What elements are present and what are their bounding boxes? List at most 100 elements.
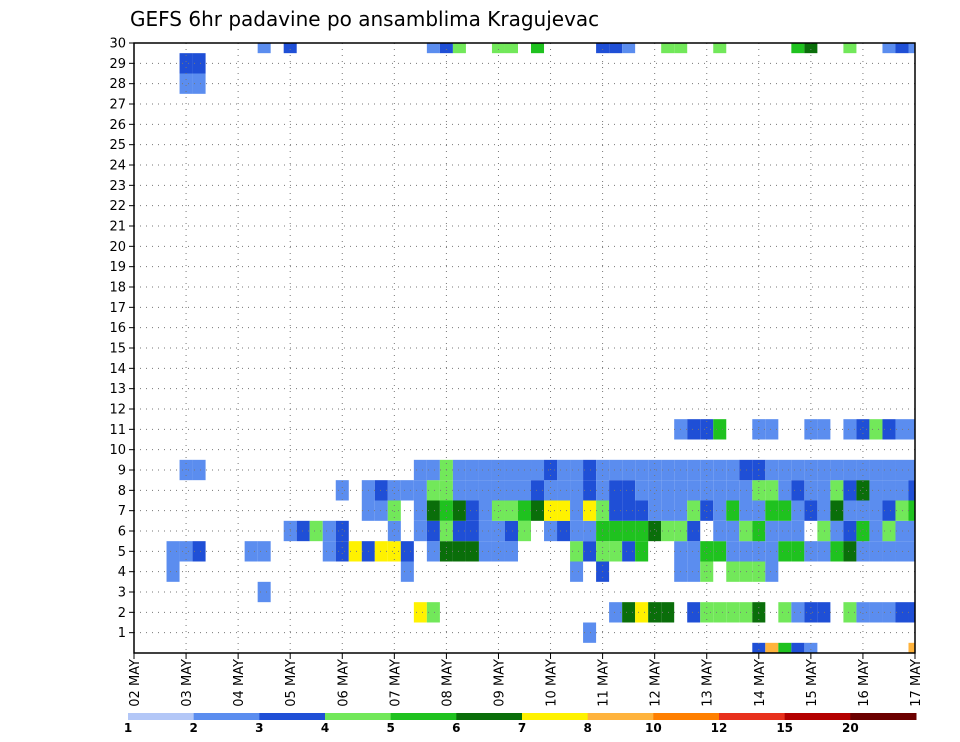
heatmap-cell	[765, 561, 779, 582]
heatmap-cell	[426, 480, 440, 501]
y-tick-label: 30	[109, 37, 126, 52]
heatmap-cell	[648, 480, 662, 501]
heatmap-cell	[465, 500, 479, 521]
heatmap-cell	[882, 419, 896, 440]
heatmap-cell	[583, 520, 597, 542]
heatmap-cell	[452, 480, 466, 501]
heatmap-cell	[765, 541, 779, 562]
x-tick-label: 17 MAY	[909, 659, 924, 707]
heatmap-cell	[192, 541, 206, 562]
heatmap-cell	[504, 480, 518, 501]
heatmap-cell	[491, 520, 505, 542]
heatmap-cell	[856, 541, 870, 562]
heatmap-cell	[257, 541, 271, 562]
heatmap-cell	[817, 419, 831, 440]
heatmap-cell	[531, 459, 545, 481]
colorbar-swatch	[193, 713, 260, 720]
heatmap-cell	[570, 459, 584, 481]
heatmap-cell	[531, 500, 545, 521]
heatmap-cell	[478, 480, 492, 501]
heatmap-cell	[557, 459, 571, 481]
colorbar-label: 5	[386, 721, 394, 735]
heatmap-cell	[622, 602, 636, 623]
heatmap-cell	[674, 43, 688, 54]
heatmap-cell	[843, 43, 857, 54]
heatmap-cell	[856, 500, 870, 521]
heatmap-cell	[504, 500, 518, 521]
heatmap-cell	[296, 520, 310, 542]
heatmap-cell	[413, 602, 427, 623]
heatmap-cell	[544, 500, 558, 521]
x-tick-label: 02 MAY	[128, 659, 143, 707]
heatmap-cell	[544, 480, 558, 501]
heatmap-cell	[726, 541, 740, 562]
heatmap-cell	[504, 43, 518, 54]
heatmap-cell	[335, 541, 349, 562]
heatmap-cell	[596, 43, 610, 54]
heatmap-cell	[687, 480, 701, 501]
y-axis: 1234567891011121314151617181920212223242…	[109, 37, 134, 641]
heatmap-cell	[895, 43, 909, 54]
y-tick-label: 14	[109, 362, 126, 377]
heatmap-cell	[452, 43, 466, 54]
chart-title: GEFS 6hr padavine po ansamblima Kragujev…	[130, 7, 599, 31]
heatmap-cell	[895, 459, 909, 481]
heatmap-cell	[882, 500, 896, 521]
heatmap-cell	[687, 561, 701, 582]
colorbar-label: 10	[645, 721, 662, 735]
heatmap-cell	[322, 541, 336, 562]
heatmap-cell	[491, 43, 505, 54]
heatmap-cell	[700, 602, 714, 623]
x-tick-label: 14 MAY	[753, 659, 768, 707]
heatmap-cell	[687, 541, 701, 562]
heatmap-cell	[856, 480, 870, 501]
heatmap-cell	[869, 602, 883, 623]
heatmap-cell	[661, 480, 675, 501]
heatmap-cell	[452, 459, 466, 481]
heatmap-cell	[465, 459, 479, 481]
heatmap-cell	[283, 43, 297, 54]
heatmap-cell	[635, 602, 649, 623]
heatmap-cell	[491, 480, 505, 501]
heatmap-cell	[609, 602, 623, 623]
heatmap-cell	[882, 459, 896, 481]
heatmap-cell	[778, 541, 792, 562]
heatmap-cell	[387, 541, 401, 562]
heatmap-cell	[843, 459, 857, 481]
heatmap-cell	[765, 480, 779, 501]
y-tick-label: 17	[109, 301, 126, 316]
y-tick-label: 6	[118, 525, 126, 540]
heatmap-cell	[166, 561, 180, 582]
heatmap-cell	[700, 480, 714, 501]
heatmap-cell	[491, 500, 505, 521]
heatmap-cell	[557, 480, 571, 501]
colorbar-swatch	[784, 713, 851, 720]
colorbar-swatch	[522, 713, 589, 720]
heatmap-cell	[661, 459, 675, 481]
heatmap-cell	[687, 419, 701, 440]
heatmap-cell	[765, 520, 779, 542]
heatmap-cell	[895, 419, 909, 440]
heatmap-cell	[908, 500, 915, 521]
heatmap-cell	[713, 459, 727, 481]
heatmap-cell	[804, 500, 818, 521]
heatmap-cell	[895, 480, 909, 501]
heatmap-cell	[791, 602, 805, 623]
heatmap-cell	[413, 500, 427, 521]
heatmap-cell	[244, 541, 258, 562]
colorbar-label: 15	[776, 721, 793, 735]
heatmap-cell	[778, 459, 792, 481]
heatmap-cell	[609, 500, 623, 521]
heatmap-cell	[778, 480, 792, 501]
heatmap-cell	[908, 43, 915, 54]
heatmap-cell	[583, 622, 597, 643]
heatmap-cell	[622, 459, 636, 481]
heatmap-cell	[179, 541, 193, 562]
heatmap-cell	[843, 500, 857, 521]
heatmap-cell	[817, 520, 831, 542]
x-tick-label: 05 MAY	[284, 659, 299, 707]
colorbar-legend: 1 2 3 4 5 6 7 8 10 12 15 20	[124, 713, 917, 735]
heatmap-cell	[687, 500, 701, 521]
x-tick-label: 11 MAY	[597, 659, 612, 707]
heatmap-cell	[635, 500, 649, 521]
